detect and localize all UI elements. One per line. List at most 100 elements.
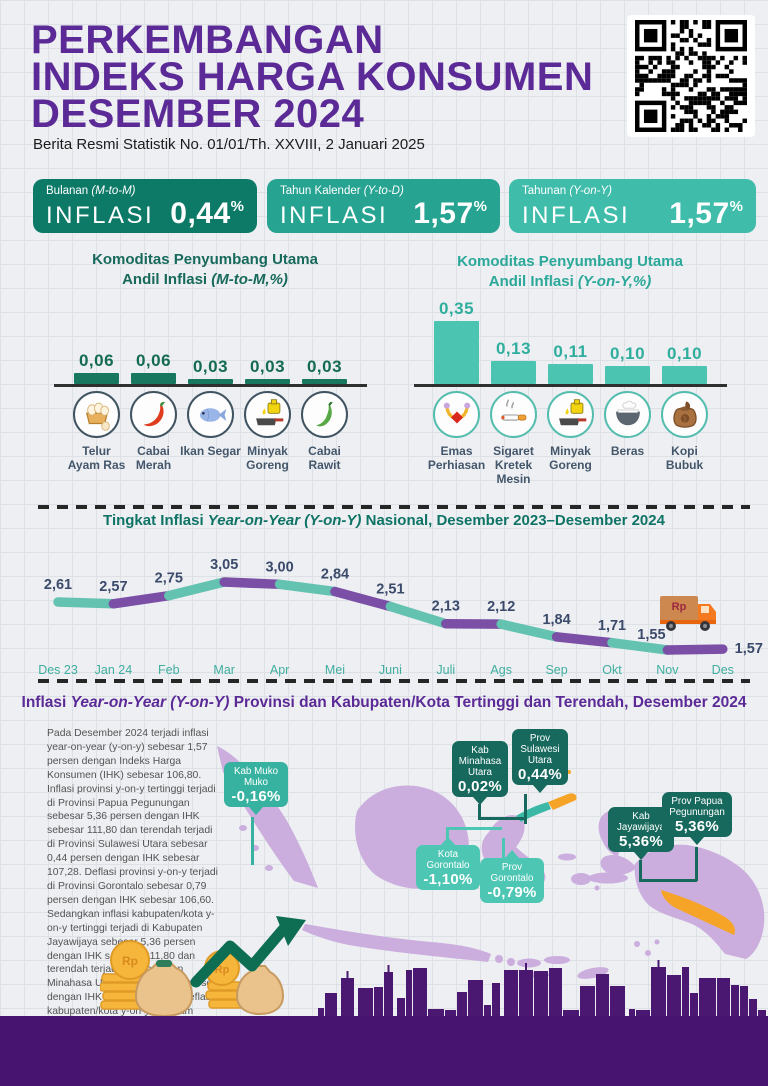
svg-text:Nov: Nov <box>656 663 679 677</box>
inflation-word: INFLASI <box>280 202 389 229</box>
title-line-2: INDEKS HARGA KONSUMEN <box>31 55 594 99</box>
callout-kab-minahasa-utara: Kab Minahasa Utara 0,02% <box>452 741 508 805</box>
eggs-icon <box>73 391 120 438</box>
bar-column: 0,35 Emas Perhiasan <box>428 296 485 486</box>
callout-prov-gorontalo: Prov Gorontalo -0,79% <box>480 850 544 903</box>
bar-column: 0,11 Minyak Goreng <box>542 296 599 486</box>
money-growth-illustration: Rp Rp <box>100 916 306 1018</box>
svg-text:2,51: 2,51 <box>376 582 404 598</box>
chart-baseline <box>414 384 727 387</box>
bar-category-label: Telur Ayam Ras <box>67 444 126 472</box>
mtm-chart-heading: Komoditas Penyumbang Utama Andil Inflasi… <box>92 251 318 288</box>
qr-code <box>627 15 755 137</box>
svg-text:2,61: 2,61 <box>44 577 72 593</box>
page-title: PERKEMBANGAN INDEKS HARGA KONSUMEN DESEM… <box>31 18 594 136</box>
gold-jewelry-icon <box>433 391 480 438</box>
svg-text:Rp: Rp <box>215 964 230 976</box>
bar-category-label: Cabai Rawit <box>308 444 341 472</box>
dashed-divider <box>38 679 750 683</box>
svg-text:Rp: Rp <box>122 954 138 968</box>
national-inflation-line-chart: 2,61 Des 23 2,57 Jan 24 2,75 Feb 3,05 Mar 3,00 Ap… <box>20 548 764 688</box>
bar <box>188 378 233 384</box>
svg-text:3,00: 3,00 <box>265 559 293 575</box>
bar-column: 0,03 Minyak Goreng <box>239 296 296 472</box>
bar-value-label: 0,06 <box>78 351 115 371</box>
bar <box>548 364 593 384</box>
fish-icon <box>187 391 234 438</box>
bar-value-label: 0,10 <box>666 344 703 363</box>
bar-category-label: Ikan Segar <box>180 444 241 458</box>
cooking-oil-icon <box>244 391 291 438</box>
yoy-chart-heading: Komoditas Penyumbang Utama Andil Inflasi… <box>457 253 683 290</box>
ytd-inflation-card: Tahun Kalender (Y-to-D) INFLASI 1,57% <box>267 179 500 233</box>
bar-category-label: Minyak Goreng <box>246 444 289 472</box>
card-label: Tahunan (Y-on-Y) <box>522 185 612 197</box>
svg-text:Des 23: Des 23 <box>38 663 78 677</box>
release-subtitle: Berita Resmi Statistik No. 01/01/Th. XXV… <box>33 136 425 153</box>
bar <box>245 378 290 384</box>
svg-text:Apr: Apr <box>270 663 289 677</box>
bar-column: 0,13 Sigaret Kretek Mesin <box>485 296 542 486</box>
bar-column: 0,10 Beras <box>599 296 656 486</box>
bar-value-label: 0,03 <box>192 356 229 376</box>
inflation-value: 0,44% <box>170 197 244 230</box>
bar-category-label: Emas Perhiasan <box>427 444 486 472</box>
bar-value-label: 0,35 <box>438 299 475 318</box>
bar-column: 0,06 Cabai Merah <box>125 296 182 472</box>
svg-text:2,75: 2,75 <box>155 571 183 587</box>
bar-category-label: Kopi Bubuk <box>665 444 704 472</box>
svg-text:Juli: Juli <box>436 663 455 677</box>
bar-column: 0,06 Telur Ayam Ras <box>67 296 126 472</box>
svg-text:1,71: 1,71 <box>598 618 626 634</box>
bar-value-label: 0,06 <box>135 351 172 371</box>
map-section-title: Inflasi Year-on-Year (Y-on-Y) Provinsi d… <box>21 694 747 711</box>
svg-text:3,05: 3,05 <box>210 557 238 573</box>
bar <box>74 373 119 384</box>
svg-text:Juni: Juni <box>379 663 402 677</box>
chart-baseline <box>54 384 367 387</box>
title-line-3: DESEMBER 2024 <box>31 92 365 136</box>
bar <box>131 373 176 384</box>
bar <box>491 360 536 384</box>
bar-value-label: 0,13 <box>495 338 532 358</box>
dashed-divider <box>38 505 750 509</box>
title-line-1: PERKEMBANGAN <box>31 18 384 62</box>
bar-category-label: Minyak Goreng <box>549 444 592 472</box>
svg-text:Des: Des <box>712 663 734 677</box>
bar <box>302 378 347 384</box>
yoy-inflation-card: Tahunan (Y-on-Y) INFLASI 1,57% <box>509 179 756 233</box>
inflation-word: INFLASI <box>522 202 631 229</box>
cigarette-icon <box>490 391 537 438</box>
svg-text:Jan 24: Jan 24 <box>95 663 133 677</box>
bar <box>605 366 650 384</box>
svg-text:1,84: 1,84 <box>542 612 570 628</box>
svg-text:2,12: 2,12 <box>487 599 515 615</box>
bar-category-label: Beras <box>610 444 645 458</box>
bar <box>662 366 707 384</box>
svg-text:1,57: 1,57 <box>735 641 763 657</box>
coffee-icon <box>661 391 708 438</box>
cooking-oil-icon <box>547 391 594 438</box>
bar-column: 0,03 Ikan Segar <box>180 296 241 472</box>
callout-kab-muko-muko: Kab Muko Muko -0,16% <box>224 762 288 815</box>
mtm-bar-chart: 0,06 Telur Ayam Ras 0,06 Cabai Merah 0,03 Ika… <box>54 296 367 472</box>
city-skyline <box>318 960 766 1020</box>
svg-text:1,55: 1,55 <box>637 627 665 643</box>
green-chili-icon <box>301 391 348 438</box>
bar <box>434 321 479 384</box>
svg-text:Mei: Mei <box>325 663 345 677</box>
inflation-word: INFLASI <box>46 202 155 229</box>
svg-text:2,13: 2,13 <box>432 599 460 615</box>
bar-value-label: 0,10 <box>609 344 646 363</box>
bar-value-label: 0,03 <box>306 356 343 376</box>
svg-text:Sep: Sep <box>545 663 567 677</box>
svg-text:Mar: Mar <box>213 663 235 677</box>
bar-column: 0,10 Kopi Bubuk <box>656 296 713 486</box>
inflation-value: 1,57% <box>669 197 743 230</box>
svg-text:Rp: Rp <box>672 601 687 613</box>
card-label: Bulanan (M-to-M) <box>46 185 136 197</box>
callout-kota-gorontalo: Kota Gorontalo -1,10% <box>416 837 480 890</box>
delivery-truck-icon: Rp <box>660 596 716 631</box>
rice-icon <box>604 391 651 438</box>
